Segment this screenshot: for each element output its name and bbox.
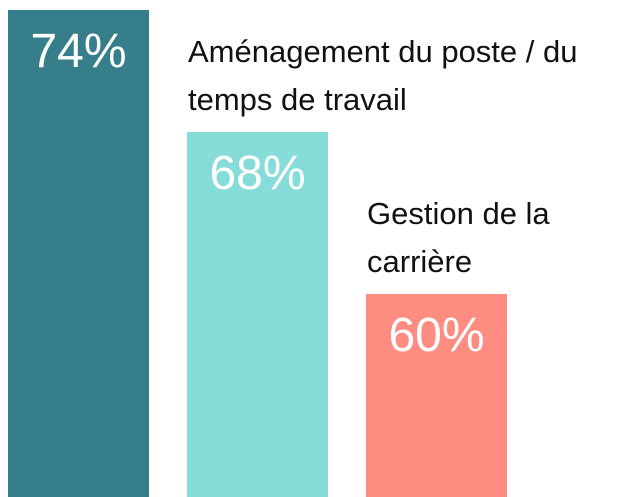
bar: 68% (187, 131, 328, 497)
value-label: 68% (209, 146, 306, 200)
bar: 74% (8, 10, 149, 497)
bar: 60% (366, 294, 507, 497)
category-label: Gestion de la carrière (367, 196, 550, 280)
value-label: 60% (388, 309, 485, 363)
category-label: Aménagement du poste / du temps de trava… (188, 33, 578, 117)
value-label: 74% (30, 25, 127, 79)
